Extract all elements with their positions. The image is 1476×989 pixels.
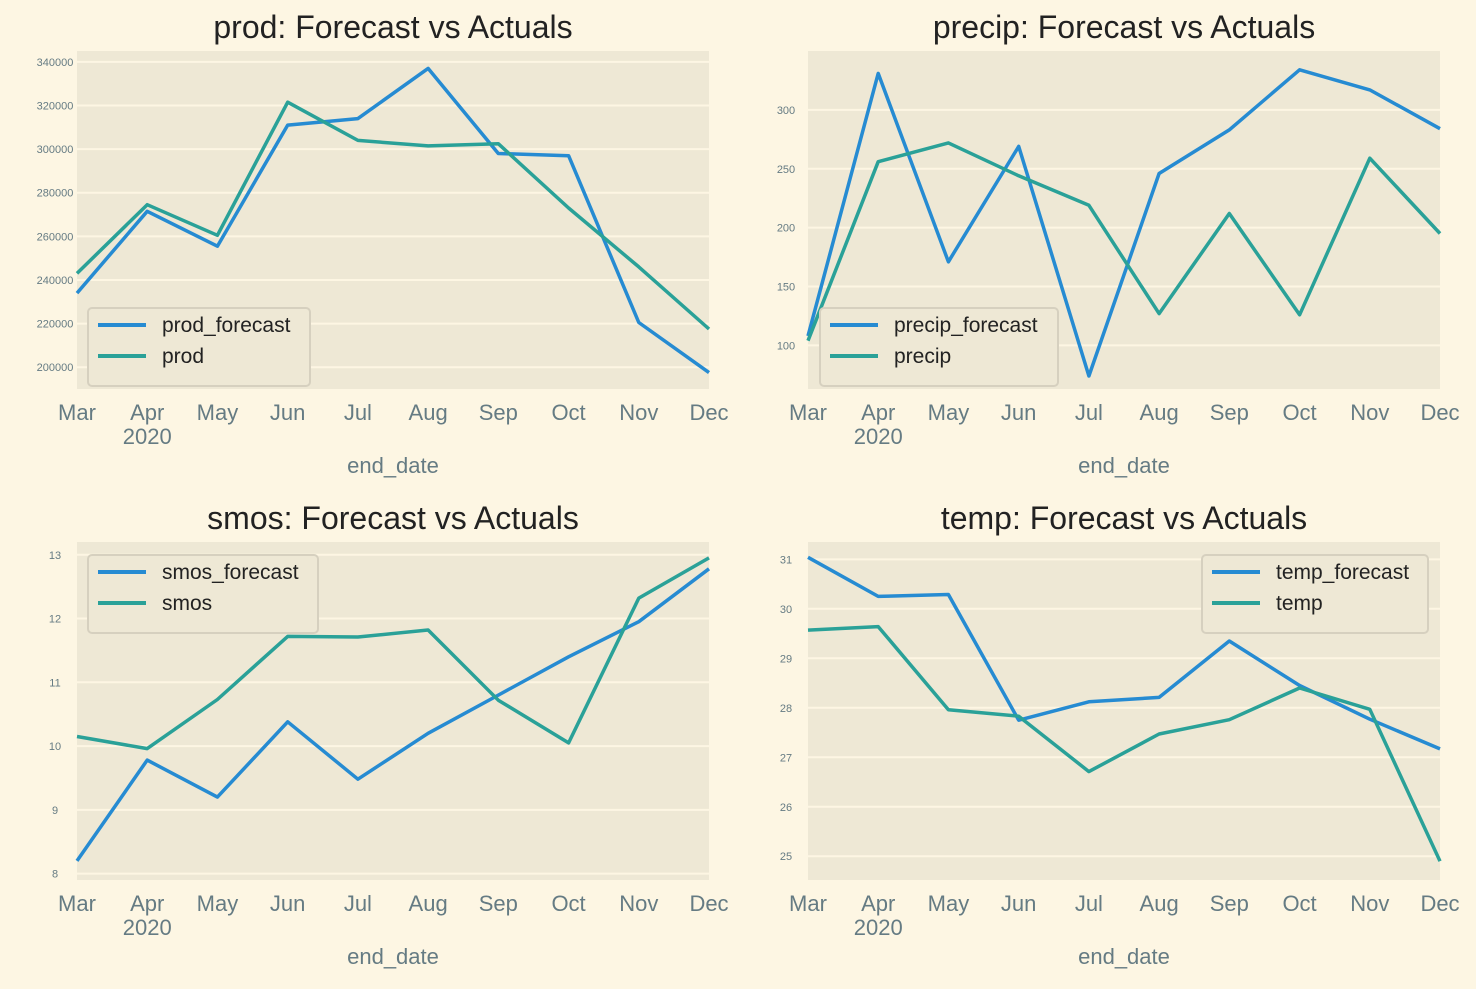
chart-1-ytick-label: 260000 <box>37 231 74 243</box>
chart-2-ytick-label: 200 <box>777 223 795 235</box>
chart-2-series-forecast-line <box>806 68 1441 378</box>
chart-2-xaxis-label: end_date <box>1078 453 1170 478</box>
chart-4-ytick-label: 27 <box>780 752 792 764</box>
chart-1-xtick-year-label: 2020 <box>123 424 172 449</box>
chart-3-xtick-label: Sep <box>479 891 518 916</box>
chart-3-legend-label: smos_forecast <box>162 561 299 584</box>
chart-1-ytick-label: 320000 <box>37 101 74 113</box>
chart-4-xtick-label: Apr <box>861 891 895 916</box>
chart-4-xtick-label: Dec <box>1420 891 1459 916</box>
chart-1-xaxis-label: end_date <box>347 453 439 478</box>
chart-4-ytick-label: 31 <box>780 554 792 566</box>
chart-2-legend-label: precip_forecast <box>894 314 1038 337</box>
chart-3-ytick-label: 10 <box>49 741 61 753</box>
chart-4-ytick-label: 25 <box>780 851 792 863</box>
chart-4-xaxis-label: end_date <box>1078 944 1170 969</box>
chart-3-xtick-label: Jul <box>344 891 372 916</box>
chart-3-title: smos: Forecast vs Actuals <box>207 500 579 536</box>
chart-4-legend <box>1201 554 1429 634</box>
chart-1-xtick-label: Aug <box>409 400 448 425</box>
chart-4-ytick-label: 26 <box>780 802 792 814</box>
chart-1-xtick-label: Oct <box>551 400 585 425</box>
chart-1-xtick-label: Jul <box>344 400 372 425</box>
chart-1-legend <box>87 307 311 387</box>
chart-2-xtick-label: Sep <box>1210 400 1249 425</box>
chart-2-xtick-label: May <box>928 400 970 425</box>
chart-3-xtick-label: Aug <box>409 891 448 916</box>
chart-2-xtick-label: Aug <box>1140 400 1179 425</box>
chart-3-xtick-label: Oct <box>551 891 585 916</box>
chart-1-xtick-label: May <box>197 400 239 425</box>
chart-2-xtick-label: Jun <box>1001 400 1036 425</box>
chart-3-ytick-label: 9 <box>52 805 58 817</box>
chart-4-legend-label: temp_forecast <box>1276 561 1409 584</box>
chart-2-ytick-label: 150 <box>777 282 795 294</box>
chart-3-xtick-label: Dec <box>689 891 728 916</box>
chart-2-xtick-year-label: 2020 <box>854 424 903 449</box>
chart-3-ytick-label: 13 <box>49 550 61 562</box>
chart-1-ytick-label: 220000 <box>37 319 74 331</box>
chart-4-xtick-label: Nov <box>1350 891 1389 916</box>
chart-1-ytick-label: 280000 <box>37 188 74 200</box>
chart-2-ytick-label: 250 <box>777 164 795 176</box>
chart-1-ytick-label: 200000 <box>37 362 74 374</box>
chart-2-xtick-label: Dec <box>1420 400 1459 425</box>
chart-4-xtick-label: May <box>928 891 970 916</box>
chart-2-xtick-label: Nov <box>1350 400 1389 425</box>
chart-1-ytick-label: 300000 <box>37 144 74 156</box>
chart-4-series-actual-line <box>807 624 1442 862</box>
chart-4-ytick-label: 28 <box>780 703 792 715</box>
chart-3-series-forecast-line <box>75 567 711 862</box>
chart-2-ytick-label: 300 <box>777 105 795 117</box>
chart-3-xaxis-label: end_date <box>347 944 439 969</box>
chart-3-xtick-label: Apr <box>130 891 164 916</box>
chart-1-xtick-label: Apr <box>130 400 164 425</box>
chart-1-legend-label: prod_forecast <box>162 314 291 337</box>
chart-3-xtick-label: Jun <box>270 891 305 916</box>
chart-3-ytick-label: 8 <box>52 869 58 881</box>
chart-4-xtick-label: Jul <box>1075 891 1103 916</box>
chart-4-ytick-label: 30 <box>780 604 792 616</box>
chart-2-series-actual-line <box>806 141 1442 342</box>
chart-4-xtick-label: Aug <box>1140 891 1179 916</box>
chart-1-xtick-label: Dec <box>689 400 728 425</box>
chart-3-xtick-year-label: 2020 <box>123 915 172 940</box>
chart-4-xtick-label: Sep <box>1210 891 1249 916</box>
chart-4-xtick-label: Jun <box>1001 891 1036 916</box>
chart-1-xtick-label: Sep <box>479 400 518 425</box>
chart-4-legend-label: temp <box>1276 592 1323 615</box>
chart-1-xtick-label: Nov <box>619 400 658 425</box>
chart-4-xtick-label: Mar <box>789 891 827 916</box>
chart-4-title: temp: Forecast vs Actuals <box>941 500 1307 536</box>
chart-2-legend <box>819 307 1059 387</box>
chart-2-ytick-label: 100 <box>777 340 795 352</box>
chart-1-xtick-label: Mar <box>58 400 96 425</box>
chart-2-legend-label: precip <box>894 345 951 368</box>
chart-1-ytick-label: 240000 <box>37 275 74 287</box>
chart-1-xtick-label: Jun <box>270 400 305 425</box>
chart-3-legend-label: smos <box>162 592 212 615</box>
chart-3-series-actual-line <box>76 556 710 751</box>
chart-2-xtick-label: Apr <box>861 400 895 425</box>
chart-2-xtick-label: Mar <box>789 400 827 425</box>
chart-3-xtick-label: Nov <box>619 891 658 916</box>
chart-3-xtick-label: May <box>197 891 239 916</box>
chart-1-series-actual-line <box>75 100 711 331</box>
chart-2-xtick-label: Jul <box>1075 400 1103 425</box>
chart-4-ytick-label: 29 <box>780 653 792 665</box>
chart-1-ytick-label: 340000 <box>37 57 74 69</box>
chart-3-legend <box>87 554 319 634</box>
chart-2-xtick-label: Oct <box>1282 400 1316 425</box>
chart-3-ytick-label: 12 <box>49 614 61 626</box>
chart-1-title: prod: Forecast vs Actuals <box>213 9 572 45</box>
chart-4-xtick-year-label: 2020 <box>854 915 903 940</box>
chart-3-ytick-label: 11 <box>49 677 60 689</box>
chart-4-series-forecast-line <box>807 555 1441 751</box>
chart-2-title: precip: Forecast vs Actuals <box>933 9 1315 45</box>
chart-1-legend-label: prod <box>162 345 204 368</box>
chart-4-xtick-label: Oct <box>1282 891 1316 916</box>
chart-3-xtick-label: Mar <box>58 891 96 916</box>
